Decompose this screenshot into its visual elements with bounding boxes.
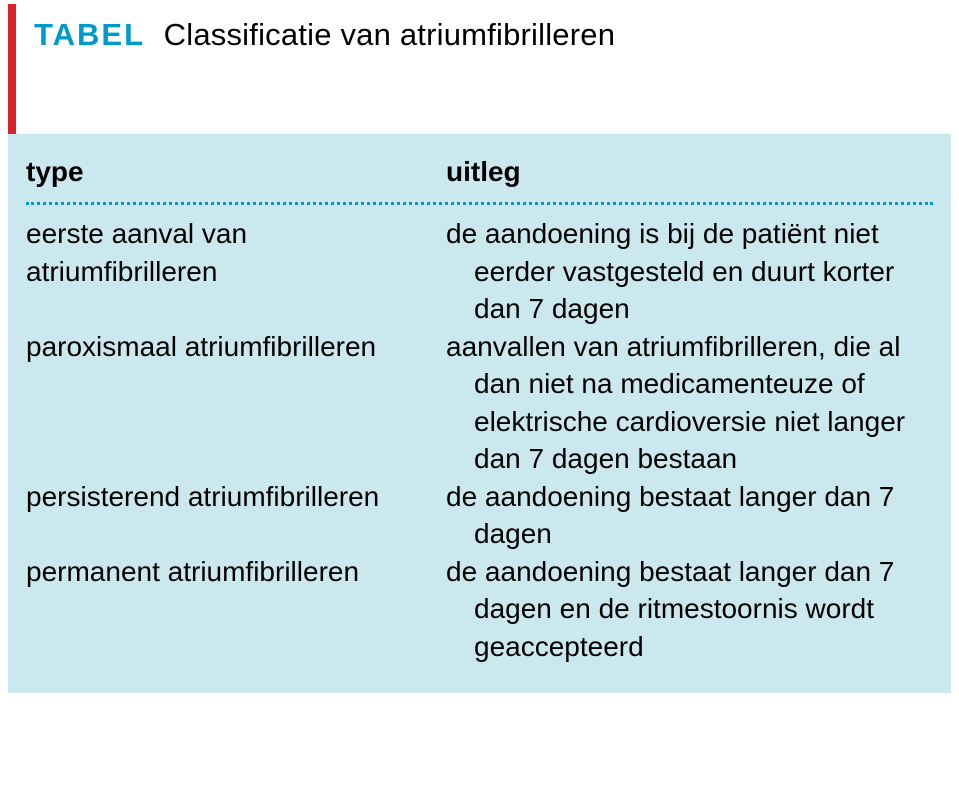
table-rows: eerste aanval van atriumfibrilleren de a… xyxy=(26,215,933,665)
table-row: paroxismaal atriumfibrilleren aanvallen … xyxy=(26,328,933,478)
table-title-bar: TABEL Classificatie van atriumfibrillere… xyxy=(8,4,951,134)
table-header-row: type uitleg xyxy=(26,156,933,202)
cell-type: permanent atriumfibrilleren xyxy=(26,553,446,591)
accent-stripe xyxy=(8,4,16,134)
header-divider xyxy=(26,202,933,205)
cell-type: paroxismaal atriumfibrilleren xyxy=(26,328,446,366)
table-row: permanent atriumfibrilleren de aandoenin… xyxy=(26,553,933,666)
cell-type: eerste aanval van atriumfibrilleren xyxy=(26,215,446,290)
column-header-type: type xyxy=(26,156,446,188)
cell-uitleg: de aandoening is bij de patiënt niet eer… xyxy=(474,215,933,328)
cell-uitleg: de aandoening bestaat langer dan 7 dagen… xyxy=(474,553,933,666)
cell-uitleg: aanvallen van atriumfibrilleren, die al … xyxy=(474,328,933,478)
table-caption: Classificatie van atriumfibrilleren xyxy=(164,17,616,52)
table-figure: TABEL Classificatie van atriumfibrillere… xyxy=(0,0,959,701)
table-label: TABEL xyxy=(34,17,145,52)
cell-type: persisterend atriumfibrilleren xyxy=(26,478,446,516)
table-body-wrap: type uitleg eerste aanval van atriumfibr… xyxy=(8,134,951,693)
cell-uitleg: de aandoening bestaat langer dan 7 dagen xyxy=(474,478,933,553)
table-title: TABEL Classificatie van atriumfibrillere… xyxy=(34,4,615,53)
table-row: persisterend atriumfibrilleren de aandoe… xyxy=(26,478,933,553)
column-header-uitleg: uitleg xyxy=(446,156,933,188)
table-row: eerste aanval van atriumfibrilleren de a… xyxy=(26,215,933,328)
